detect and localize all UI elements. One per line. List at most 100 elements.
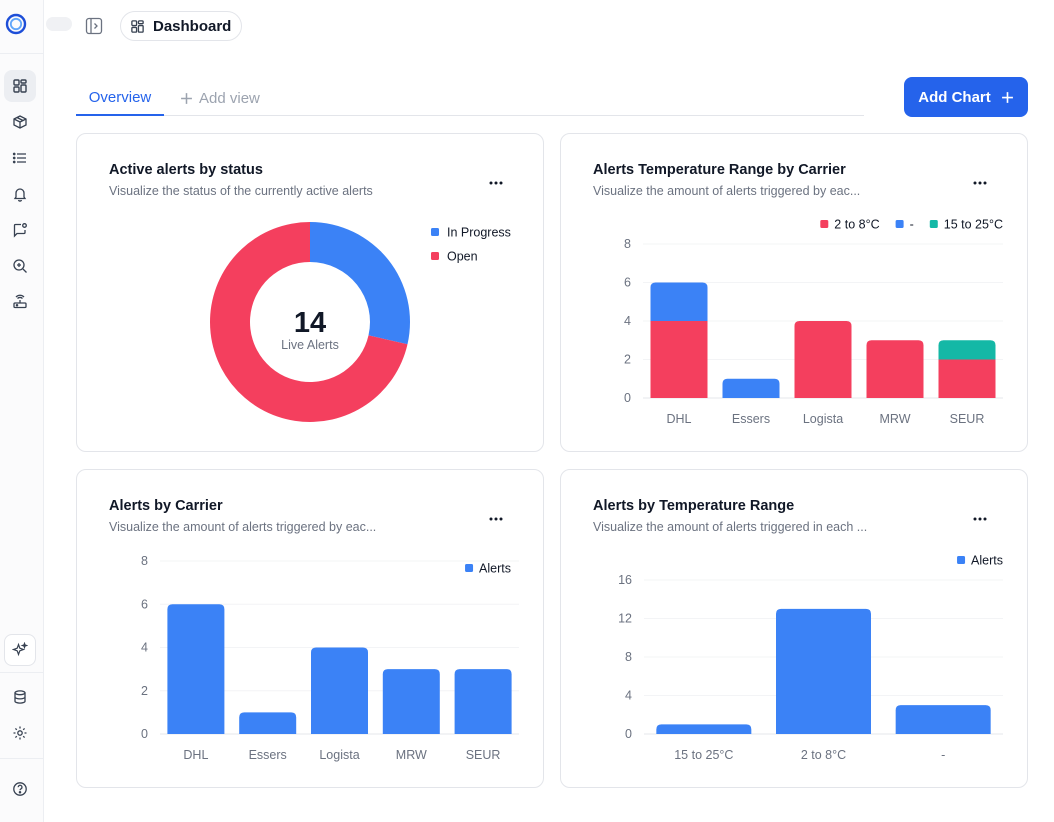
legend-label: Alerts — [971, 554, 1003, 568]
legend-swatch — [431, 252, 439, 260]
chart-card-alerts-by-temp-range: Alerts by Temperature Range Visualize th… — [560, 469, 1028, 788]
y-tick-label: 0 — [625, 727, 632, 741]
bar — [938, 340, 996, 360]
legend-swatch — [820, 220, 829, 228]
donut-center-label: Live Alerts — [281, 338, 339, 352]
bar — [650, 321, 708, 398]
more-horizontal-icon — [973, 517, 987, 521]
y-tick-label: 4 — [625, 689, 632, 703]
card-title: Alerts by Temperature Range — [593, 498, 795, 514]
stacked-bar-chart: 0 2 4 6 8 DHL Essers Logista MRW SEUR 15 to 25°C - 2… — [624, 218, 1003, 426]
sidebar-item-devices[interactable] — [4, 286, 36, 318]
tab-overview[interactable]: Overview — [76, 80, 164, 116]
sidebar-item-search[interactable] — [4, 250, 36, 282]
donut-slice-in-progress — [310, 222, 410, 345]
workspace-name-blurred — [46, 17, 72, 31]
plus-icon — [181, 92, 192, 104]
legend-swatch — [895, 220, 904, 228]
y-tick-label: 2 — [624, 353, 631, 367]
plus-icon — [1001, 91, 1013, 103]
x-tick-label: - — [941, 748, 945, 762]
legend-label: 2 to 8°C — [834, 218, 879, 232]
x-tick-label: 15 to 25°C — [674, 748, 733, 762]
y-tick-label: 8 — [625, 650, 632, 664]
bar — [866, 340, 924, 398]
bar-chart: 0 2 4 6 8 DHL Essers Logista MRW SEUR Alerts — [141, 554, 519, 762]
logo-icon — [5, 13, 27, 35]
sidebar-item-dashboard[interactable] — [4, 70, 36, 102]
legend-swatch — [957, 556, 966, 564]
dashboard-icon — [13, 79, 27, 93]
x-tick-label: Logista — [803, 412, 843, 426]
bar — [938, 359, 996, 398]
search-zoom-icon — [13, 259, 27, 273]
add-view-label: Add view — [199, 89, 260, 107]
legend-label: 15 to 25°C — [944, 218, 1003, 232]
list-icon — [12, 152, 26, 164]
x-tick-label: DHL — [666, 412, 691, 426]
bar — [794, 321, 852, 398]
sidebar-item-ai-assistant[interactable] — [4, 634, 36, 666]
x-tick-label: Essers — [249, 748, 287, 762]
card-menu-button[interactable] — [969, 512, 991, 526]
card-menu-button[interactable] — [485, 512, 507, 526]
sidebar-item-alerts[interactable] — [4, 178, 36, 210]
legend-swatch — [431, 228, 439, 236]
y-tick-label: 8 — [624, 237, 631, 251]
y-tick-label: 2 — [141, 684, 148, 698]
more-horizontal-icon — [973, 181, 987, 185]
legend-swatch — [929, 220, 938, 228]
x-tick-label: MRW — [879, 412, 910, 426]
bar — [895, 705, 991, 734]
sidebar-item-list[interactable] — [4, 142, 36, 174]
bar — [722, 378, 780, 398]
sidebar-item-shipments[interactable] — [4, 106, 36, 138]
x-tick-label: SEUR — [466, 748, 501, 762]
add-chart-button[interactable]: Add Chart — [904, 77, 1028, 117]
sidebar — [0, 0, 44, 822]
y-tick-label: 6 — [624, 276, 631, 290]
card-menu-button[interactable] — [969, 176, 991, 190]
sidebar-item-messages[interactable] — [4, 214, 36, 246]
bar-chart: 0 4 8 12 16 15 to 25°C 2 to 8°C - Alerts — [618, 554, 1003, 762]
bell-icon — [13, 188, 27, 202]
sidebar-toggle-button[interactable] — [84, 16, 104, 36]
more-horizontal-icon — [489, 517, 503, 521]
card-menu-button[interactable] — [485, 176, 507, 190]
panel-expand-icon — [85, 17, 103, 35]
add-view-button[interactable]: Add view — [180, 80, 260, 116]
sidebar-item-settings[interactable] — [4, 717, 36, 749]
bar — [311, 647, 368, 734]
chart-card-active-alerts: Active alerts by status Visualize the st… — [76, 133, 544, 452]
bar — [776, 608, 871, 734]
donut-slice-open — [210, 222, 408, 422]
chart-card-alerts-by-carrier: Alerts by Carrier Visualize the amount o… — [76, 469, 544, 788]
chart-card-temp-by-carrier: Alerts Temperature Range by Carrier Visu… — [560, 133, 1028, 452]
sidebar-item-help[interactable] — [4, 773, 36, 805]
bar — [656, 724, 752, 734]
sidebar-item-data[interactable] — [4, 681, 36, 713]
y-tick-label: 4 — [624, 314, 631, 328]
x-tick-label: Logista — [319, 748, 359, 762]
card-subtitle: Visualize the status of the currently ac… — [109, 184, 373, 198]
legend-label: Alerts — [479, 562, 511, 576]
card-title: Alerts Temperature Range by Carrier — [593, 162, 846, 178]
x-tick-label: Essers — [732, 412, 770, 426]
card-title: Alerts by Carrier — [109, 498, 223, 514]
sidebar-divider — [0, 672, 44, 673]
bar — [650, 282, 708, 321]
y-tick-label: 0 — [141, 727, 148, 741]
x-tick-label: MRW — [396, 748, 427, 762]
app-logo[interactable] — [5, 13, 27, 35]
gear-icon — [13, 726, 27, 740]
y-tick-label: 6 — [141, 597, 148, 611]
message-alert-icon — [13, 223, 27, 238]
donut-center-value: 14 — [294, 307, 326, 339]
breadcrumb-label: Dashboard — [153, 17, 232, 35]
database-icon — [14, 690, 26, 704]
breadcrumb[interactable]: Dashboard — [120, 11, 243, 41]
y-tick-label: 4 — [141, 641, 148, 655]
card-subtitle: Visualize the amount of alerts triggered… — [593, 520, 868, 534]
router-icon — [13, 294, 27, 309]
